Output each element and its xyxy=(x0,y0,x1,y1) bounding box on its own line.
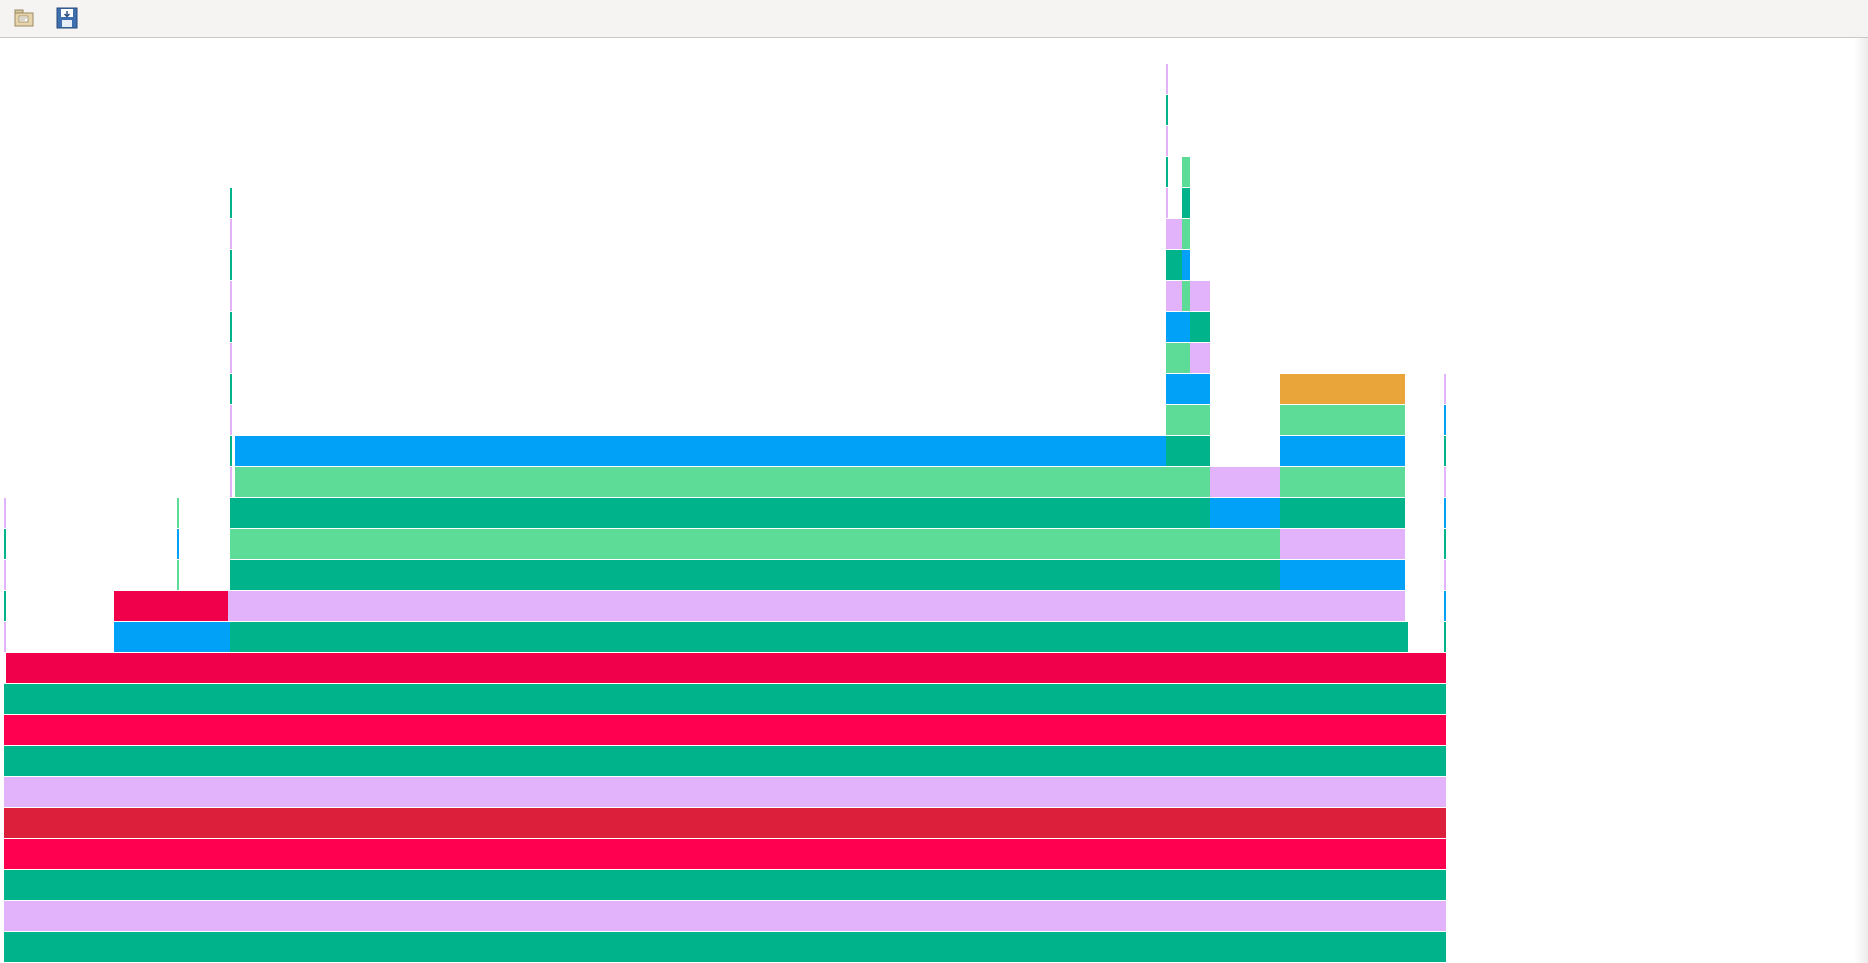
save-button[interactable] xyxy=(55,6,79,30)
flame-frame[interactable] xyxy=(1166,281,1182,311)
flame-frame-sliver[interactable] xyxy=(230,436,232,466)
flame-frame-sliver[interactable] xyxy=(230,219,232,249)
flame-frame-sliver[interactable] xyxy=(1444,529,1446,559)
flame-frame[interactable] xyxy=(1190,312,1210,342)
flame-frame-sliver[interactable] xyxy=(1444,560,1446,590)
flame-frame-sliver[interactable] xyxy=(4,591,6,621)
flame-frame-sliver[interactable] xyxy=(1444,467,1446,497)
flame-frame[interactable] xyxy=(4,808,1446,838)
flame-frame[interactable] xyxy=(1280,467,1405,497)
flame-frame[interactable] xyxy=(1182,219,1190,249)
flame-frame-sliver[interactable] xyxy=(230,312,232,342)
flame-frame[interactable] xyxy=(114,622,230,652)
flame-frame-sliver[interactable] xyxy=(4,498,6,528)
flame-frame-sliver[interactable] xyxy=(4,622,6,652)
flame-frame[interactable] xyxy=(230,498,1210,528)
flame-frame-sliver[interactable] xyxy=(177,498,179,528)
flame-frame-sliver[interactable] xyxy=(230,405,232,435)
flame-frame[interactable] xyxy=(1182,188,1190,218)
flame-frame-sliver[interactable] xyxy=(1444,405,1446,435)
save-icon xyxy=(56,7,78,29)
flame-frame[interactable] xyxy=(1166,374,1210,404)
flame-frame-sliver[interactable] xyxy=(1166,126,1168,156)
flame-frame[interactable] xyxy=(228,591,1405,621)
flame-frame[interactable] xyxy=(1190,343,1210,373)
flame-frame-sliver[interactable] xyxy=(1166,64,1168,94)
flame-frame[interactable] xyxy=(1182,157,1190,187)
flame-frame[interactable] xyxy=(1210,467,1280,497)
flame-frame[interactable] xyxy=(1182,281,1190,311)
flame-frame[interactable] xyxy=(4,839,1446,869)
flame-frame[interactable] xyxy=(230,622,1408,652)
flame-frame[interactable] xyxy=(1280,436,1405,466)
flame-frame[interactable] xyxy=(1166,250,1182,280)
flame-frame[interactable] xyxy=(230,560,1280,590)
flame-frame-sliver[interactable] xyxy=(1444,622,1446,652)
flame-frame-sliver[interactable] xyxy=(230,467,232,497)
flame-frame-sliver[interactable] xyxy=(1444,374,1446,404)
flame-frame-sliver[interactable] xyxy=(177,560,179,590)
flame-frame[interactable] xyxy=(1166,312,1190,342)
flame-frame[interactable] xyxy=(1182,250,1190,280)
flame-graph[interactable] xyxy=(0,38,1868,963)
flame-frame[interactable] xyxy=(230,529,1280,559)
flame-frame-sliver[interactable] xyxy=(177,529,179,559)
flame-frame[interactable] xyxy=(4,901,1446,931)
flame-frame[interactable] xyxy=(1190,281,1210,311)
open-folder-button[interactable] xyxy=(12,6,36,30)
flame-frame-sliver[interactable] xyxy=(230,374,232,404)
flame-frame[interactable] xyxy=(1280,498,1405,528)
flame-frame-sliver[interactable] xyxy=(1444,591,1446,621)
toolbar xyxy=(0,0,1868,38)
flame-frame-sliver[interactable] xyxy=(1166,157,1168,187)
flame-frame[interactable] xyxy=(4,684,1446,714)
flame-frame-sliver[interactable] xyxy=(1166,188,1168,218)
flame-frame-sliver[interactable] xyxy=(230,343,232,373)
flame-frame[interactable] xyxy=(1166,436,1210,466)
flame-frame-sliver[interactable] xyxy=(230,188,232,218)
flame-frame-sliver[interactable] xyxy=(1444,498,1446,528)
flame-frame[interactable] xyxy=(1280,405,1405,435)
flame-frame[interactable] xyxy=(4,777,1446,807)
flame-frame-sliver[interactable] xyxy=(4,529,6,559)
flame-frame[interactable] xyxy=(1166,343,1190,373)
flame-frame[interactable] xyxy=(235,436,1166,466)
flame-frame[interactable] xyxy=(4,870,1446,900)
flame-frame-sliver[interactable] xyxy=(4,560,6,590)
flame-frame[interactable] xyxy=(235,467,1210,497)
flame-frame[interactable] xyxy=(1166,405,1210,435)
folder-icon xyxy=(14,9,34,27)
flame-frame-sliver[interactable] xyxy=(230,250,232,280)
flame-frame-sliver[interactable] xyxy=(1444,436,1446,466)
flame-frame[interactable] xyxy=(1280,529,1405,559)
flame-frame[interactable] xyxy=(4,715,1446,745)
flame-frame[interactable] xyxy=(4,932,1446,962)
flame-frame[interactable] xyxy=(1166,219,1182,249)
flame-frame-sliver[interactable] xyxy=(230,281,232,311)
flame-frame[interactable] xyxy=(4,746,1446,776)
flame-frame[interactable] xyxy=(114,591,228,621)
flame-frame[interactable] xyxy=(6,653,1446,683)
scrollbar-edge xyxy=(1854,38,1868,963)
flame-frame-sliver[interactable] xyxy=(1166,95,1168,125)
flame-frame[interactable] xyxy=(1280,560,1405,590)
flame-frame[interactable] xyxy=(1280,374,1405,404)
flame-frame[interactable] xyxy=(1210,498,1280,528)
